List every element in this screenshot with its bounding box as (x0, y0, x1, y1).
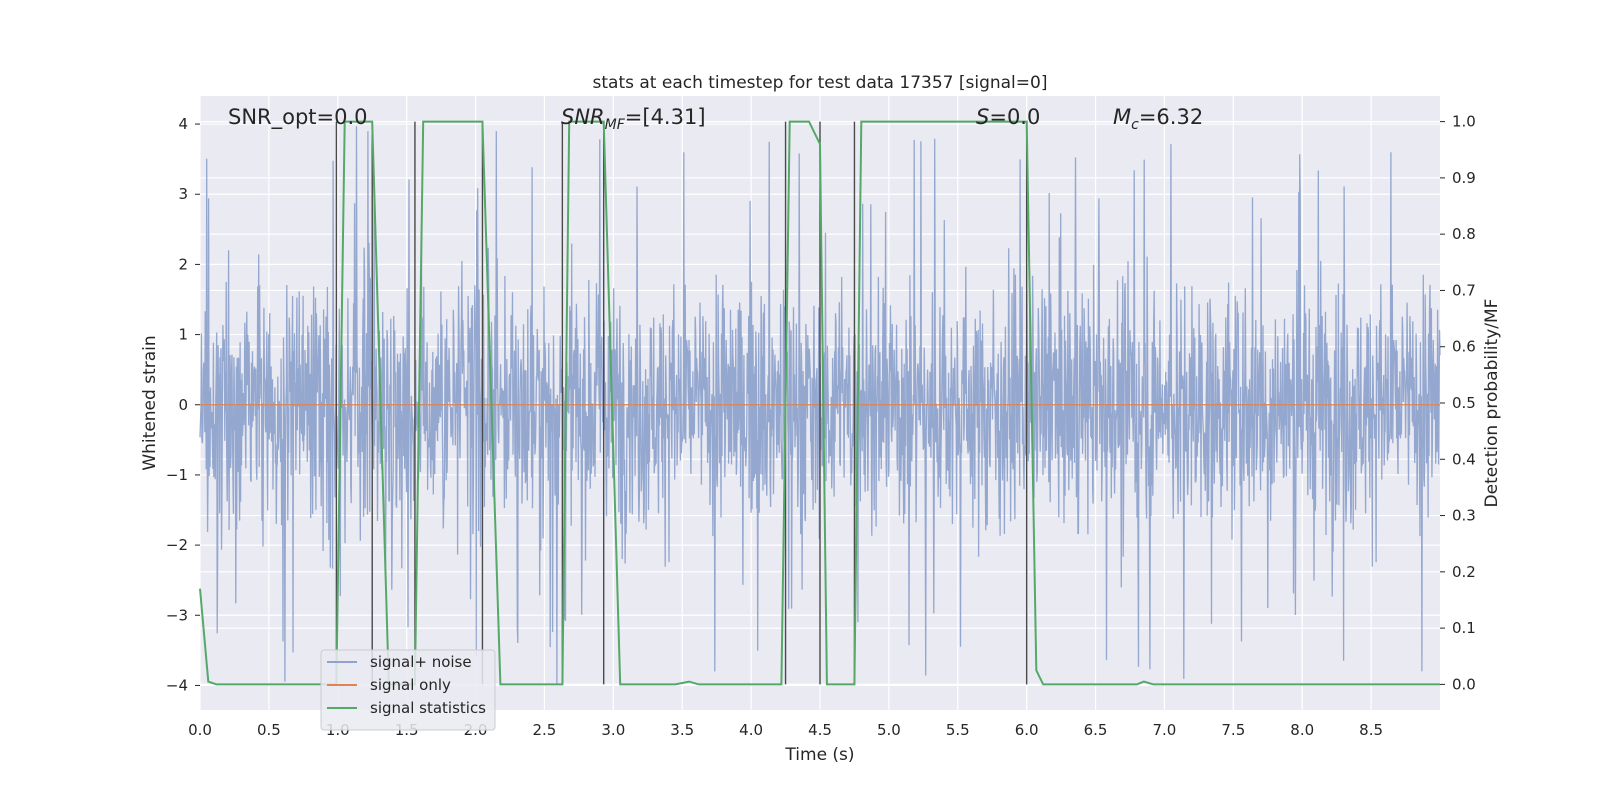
x-tick-label: 5.5 (946, 721, 970, 739)
annotation-snr-mf-value: =[4.31] (625, 105, 706, 129)
x-tick-label: 8.0 (1290, 721, 1314, 739)
y-left-tick-label: 4 (178, 115, 188, 133)
y-axis-right-label: Detection probability/MF (1482, 299, 1502, 508)
y-left-tick-label: −3 (166, 606, 188, 624)
y-right-tick-label: 0.3 (1452, 507, 1476, 525)
y-right-tick-label: 0.0 (1452, 675, 1476, 693)
y-left-tick-label: −2 (166, 536, 188, 554)
statistics-series (199, 120, 1440, 686)
annotation-snr-mf-label: SNR (561, 105, 605, 129)
annotation-mc: Mc=6.32 (1113, 105, 1203, 133)
annotation-mc-sub: c (1131, 117, 1139, 133)
y-right-tick-label: 0.7 (1452, 281, 1476, 299)
legend-label-statistics: signal statistics (370, 699, 486, 717)
y-left-tick-label: −4 (166, 676, 188, 694)
legend-label-signal-only: signal only (370, 676, 451, 694)
vertical-markers (335, 121, 1028, 685)
x-tick-label: 0.0 (188, 721, 212, 739)
tick-labels: 0.00.51.01.52.02.53.03.54.04.55.05.56.06… (166, 113, 1476, 739)
x-axis-label: Time (s) (784, 745, 854, 765)
x-tick-label: 2.5 (533, 721, 557, 739)
chart-title: stats at each timestep for test data 173… (593, 73, 1048, 93)
x-tick-label: 0.5 (257, 721, 281, 739)
y-right-tick-label: 0.4 (1452, 450, 1476, 468)
annotation-snr-opt: SNR_opt=0.0 (228, 105, 368, 130)
y-left-tick-label: 3 (178, 185, 188, 203)
x-tick-label: 6.5 (1084, 721, 1108, 739)
annotation-s-value: =0.0 (989, 105, 1040, 129)
y-right-tick-label: 1.0 (1452, 113, 1476, 131)
y-left-tick-label: 0 (178, 396, 188, 414)
annotation-s-label: S (976, 105, 989, 129)
y-left-tick-label: 2 (178, 255, 188, 273)
x-tick-label: 4.5 (808, 721, 832, 739)
y-right-tick-label: 0.1 (1452, 619, 1476, 637)
annotation-s: S=0.0 (976, 105, 1040, 129)
y-right-tick-label: 0.5 (1452, 394, 1476, 412)
x-tick-label: 4.0 (739, 721, 763, 739)
x-tick-label: 8.5 (1359, 721, 1383, 739)
x-tick-label: 5.0 (877, 721, 901, 739)
statistics-line (199, 120, 1440, 686)
annotation-snr-mf: SNRMF=[4.31] (561, 105, 706, 133)
y-right-tick-label: 0.9 (1452, 169, 1476, 187)
annotation-snr-mf-sub: MF (605, 117, 626, 133)
x-tick-label: 6.0 (1015, 721, 1039, 739)
legend-box (320, 649, 496, 731)
x-tick-label: 3.5 (670, 721, 694, 739)
y-right-tick-label: 0.2 (1452, 563, 1476, 581)
y-right-tick-label: 0.8 (1452, 225, 1476, 243)
x-tick-label: 7.0 (1153, 721, 1177, 739)
legend-label-noise: signal+ noise (370, 653, 472, 671)
y-left-tick-label: −1 (166, 466, 188, 484)
y-left-tick-label: 1 (178, 326, 188, 344)
legend: signal+ noise signal only signal statist… (320, 649, 496, 731)
y-axis-left-label: Whitened strain (140, 335, 160, 470)
annotation-mc-label: M (1113, 105, 1131, 129)
annotation-mc-value: =6.32 (1139, 105, 1203, 129)
y-right-tick-label: 0.6 (1452, 338, 1476, 356)
x-tick-label: 3.0 (601, 721, 625, 739)
x-tick-label: 7.5 (1221, 721, 1245, 739)
